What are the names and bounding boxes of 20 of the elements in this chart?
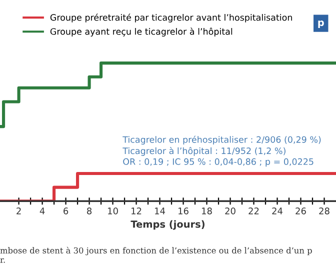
x-tick-label: 6	[64, 208, 68, 214]
legend-label: Groupe préretraité par ticagrelor avant l’hospitalisation	[50, 14, 292, 22]
x-tick-label: 28	[319, 208, 330, 214]
text: mbose de stent à 30 jours en fonction de l’existence ou de l’absence d’un p r.	[0, 246, 312, 263]
x-axis-title: Temps (jours)	[130, 220, 204, 230]
annotation: Ticagrelor en préhospitaliser : 2/906 (0,29 %) Ticagrelor à l’hôpital : 11/952 (1,2 %) OR : 0,19 ; IC 95 % : 0,04-0,86 ; p = 0,0225	[122, 136, 321, 167]
legend-label: Groupe ayant reçu le ticagrelor à l’hôpital	[50, 28, 232, 37]
x-tick-label: 26	[296, 208, 306, 214]
x-tick-label: 2	[16, 208, 21, 214]
x-tick-label: 20	[225, 208, 236, 214]
text: p	[318, 20, 324, 28]
x-tick-label: 4	[40, 208, 45, 214]
x-tick-label: 10	[108, 208, 118, 214]
x-tick-label: 22	[248, 208, 259, 214]
x-tick-label: 8	[87, 208, 92, 214]
x-tick-label: 16	[178, 208, 188, 214]
x-tick-label: 14	[155, 208, 166, 214]
x-tick-label: 18	[202, 208, 212, 214]
x-tick-label: 24	[272, 208, 282, 214]
x-tick-label: 12	[132, 208, 142, 214]
